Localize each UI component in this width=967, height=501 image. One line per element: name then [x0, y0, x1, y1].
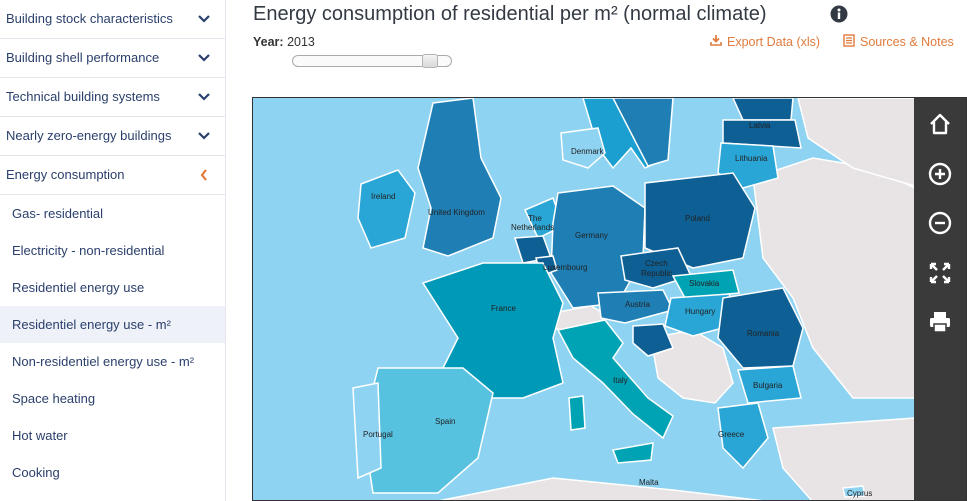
country-france [421, 262, 564, 399]
label-uk: United Kingdom [428, 208, 485, 217]
submenu-item-space-heating[interactable]: Space heating [12, 391, 96, 406]
menu-item-energy-consumption[interactable]: Energy consumption [0, 156, 225, 195]
chevron-left-icon [197, 156, 211, 194]
year-slider[interactable] [292, 54, 452, 68]
export-data-button[interactable]: Export Data (xls) [710, 34, 820, 49]
country-denmark [560, 127, 606, 169]
country-estonia [732, 98, 794, 121]
country-slovenia-croatia [632, 323, 675, 357]
submenu-item-electricity-nonresidential[interactable]: Electricity - non-residential [12, 243, 165, 258]
chevron-down-icon [197, 78, 211, 116]
label-portugal: Portugal [363, 430, 393, 439]
submenu-item-gas-residential[interactable]: Gas- residential [12, 206, 104, 221]
country-russia-north [797, 98, 915, 187]
zoom-in-icon[interactable] [926, 160, 954, 188]
year-slider-handle[interactable] [422, 54, 438, 68]
sidebar: Building stock characteristics Building … [0, 0, 226, 501]
sources-notes-label: Sources & Notes [860, 35, 954, 49]
country-latvia [722, 119, 802, 149]
chevron-down-icon [197, 39, 211, 77]
country-poland [644, 172, 756, 269]
country-cyprus [842, 485, 866, 498]
menu-item-label: Building stock characteristics [6, 11, 173, 26]
year-label: Year: 2013 [253, 35, 315, 49]
country-italy [556, 319, 674, 440]
home-icon[interactable] [926, 110, 954, 138]
submenu-item-residential-energy-use-m2[interactable]: Residentiel energy use - m² [0, 306, 225, 343]
menu-item-label: Technical building systems [6, 89, 160, 104]
label-romania: Romania [747, 329, 780, 338]
label-cyprus: Cyprus [847, 489, 872, 498]
country-bulgaria [737, 365, 802, 404]
submenu-item-residential-energy-use[interactable]: Residentiel energy use [12, 280, 145, 295]
export-data-label: Export Data (xls) [727, 34, 821, 49]
choropleth-map[interactable]: Latvia Lithuania Denmark Ireland United … [252, 97, 967, 501]
info-icon[interactable] [830, 5, 848, 23]
menu-item-label: Energy consumption [6, 167, 125, 182]
country-slovakia [671, 269, 740, 299]
country-africa [439, 477, 763, 500]
country-uk [417, 98, 502, 257]
submenu-item-cooking[interactable]: Cooking [12, 465, 60, 480]
page-title: Energy consumption of residential per m²… [253, 3, 767, 25]
label-slovakia: Slovakia [689, 279, 720, 288]
country-turkey [772, 417, 915, 500]
country-belarus-ukraine [752, 157, 915, 399]
sources-notes-button[interactable]: Sources & Notes [843, 34, 954, 50]
chevron-down-icon [197, 0, 211, 38]
label-czech-2: Republic [641, 269, 672, 278]
map-canvas[interactable]: Latvia Lithuania Denmark Ireland United … [253, 98, 915, 501]
label-netherlands-1: The [528, 214, 542, 223]
label-ireland: Ireland [371, 192, 395, 201]
label-italy: Italy [613, 376, 628, 385]
label-czech-1: Czech [645, 259, 668, 268]
year-label-text: Year: [253, 35, 284, 49]
menu-item-building-shell[interactable]: Building shell performance [0, 39, 225, 78]
fullscreen-icon[interactable] [926, 259, 954, 287]
submenu-item-hot-water[interactable]: Hot water [12, 428, 68, 443]
year-value: 2013 [287, 35, 315, 49]
country-sardinia [568, 395, 586, 431]
country-greece [717, 402, 769, 470]
chevron-down-icon [197, 117, 211, 155]
label-latvia: Latvia [749, 121, 771, 130]
map-toolbar [914, 98, 966, 500]
zoom-out-icon[interactable] [926, 209, 954, 237]
country-portugal [352, 382, 382, 480]
country-ireland [357, 169, 416, 249]
label-luxembourg: Luxembourg [543, 263, 587, 272]
label-bulgaria: Bulgaria [753, 381, 783, 390]
label-hungary: Hungary [685, 307, 715, 316]
country-finland [612, 98, 674, 167]
label-lithuania: Lithuania [735, 154, 768, 163]
menu-item-technical-systems[interactable]: Technical building systems [0, 78, 225, 117]
menu-item-label: Building shell performance [6, 50, 160, 65]
label-malta: Malta [639, 478, 659, 487]
document-icon [843, 34, 855, 50]
label-poland: Poland [685, 214, 710, 223]
label-germany: Germany [575, 231, 608, 240]
menu-item-nzeb[interactable]: Nearly zero-energy buildings [0, 117, 225, 156]
label-austria: Austria [625, 300, 650, 309]
label-spain: Spain [435, 417, 455, 426]
country-austria [597, 289, 675, 324]
label-greece: Greece [718, 430, 745, 439]
label-france: France [491, 304, 516, 313]
menu-item-label: Nearly zero-energy buildings [6, 128, 172, 143]
label-denmark: Denmark [571, 147, 604, 156]
print-icon[interactable] [926, 308, 954, 336]
label-netherlands-2: Netherlands [511, 223, 554, 232]
country-sicily [611, 442, 654, 464]
download-icon [710, 34, 722, 49]
submenu-item-nonresidential-energy-use-m2[interactable]: Non-residentiel energy use - m² [12, 354, 195, 369]
menu-item-building-stock[interactable]: Building stock characteristics [0, 0, 225, 39]
